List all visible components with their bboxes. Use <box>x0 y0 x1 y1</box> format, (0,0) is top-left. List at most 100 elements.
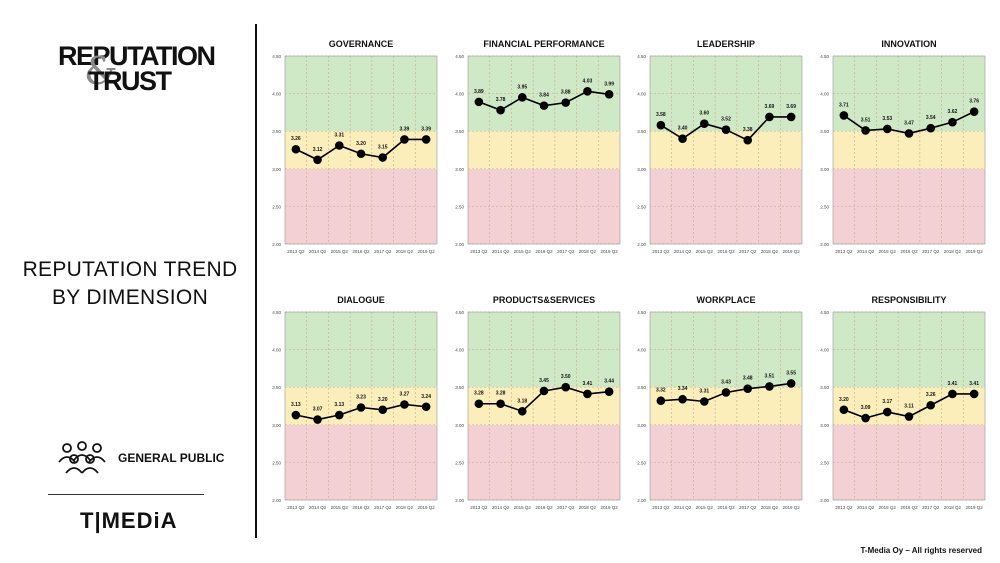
data-point <box>678 394 687 404</box>
y-tick-label: 4.00 <box>455 348 464 353</box>
x-tick-label: 2019 Q2 <box>418 505 436 510</box>
chart-title: INNOVATION <box>881 39 936 49</box>
x-tick-label: 2016 Q2 <box>717 249 735 254</box>
data-point <box>400 400 409 409</box>
y-tick-label: 2.50 <box>455 460 464 465</box>
data-point <box>334 410 344 420</box>
y-tick-label: 3.50 <box>820 385 829 390</box>
chart-title: RESPONSIBILITY <box>871 295 946 305</box>
data-label: 3.23 <box>356 395 366 401</box>
data-point <box>496 105 505 115</box>
plot-frame <box>284 311 438 501</box>
logo-line-trust: & TRUST <box>58 52 198 95</box>
y-tick-label: 2.00 <box>820 498 829 503</box>
data-label: 3.13 <box>291 402 301 408</box>
y-tick-label: 3.50 <box>637 129 646 134</box>
data-point <box>334 141 344 150</box>
x-tick-label: 2016 Q2 <box>352 505 370 510</box>
data-label: 3.39 <box>400 126 410 132</box>
x-tick-label: 2017 Q2 <box>374 249 392 254</box>
y-tick-label: 2.00 <box>820 242 829 247</box>
y-tick-label: 2.50 <box>272 460 281 465</box>
x-tick-label: 2019 Q2 <box>418 249 436 254</box>
data-point <box>721 388 731 397</box>
y-tick-label: 4.00 <box>820 348 829 353</box>
x-tick-label: 2017 Q2 <box>739 505 757 510</box>
data-point <box>604 90 614 99</box>
chart-title: DIALOGUE <box>337 295 385 305</box>
y-tick-label: 2.50 <box>272 204 281 209</box>
y-tick-label: 3.00 <box>272 167 281 172</box>
y-tick-label: 4.50 <box>455 54 464 59</box>
x-tick-label: 2015 Q2 <box>879 505 897 510</box>
data-label: 3.39 <box>421 126 431 132</box>
plot-frame <box>649 311 803 501</box>
data-label: 3.38 <box>743 127 753 133</box>
y-tick-label: 2.00 <box>637 498 646 503</box>
data-label: 3.41 <box>969 381 979 387</box>
people-group-icon <box>58 441 106 474</box>
data-label: 3.62 <box>948 109 958 115</box>
y-tick-label: 2.50 <box>820 460 829 465</box>
copyright-notice: T-Media Oy – All rights reserved <box>860 546 982 555</box>
page-title-line1: REPUTATION TREND <box>22 258 238 281</box>
data-point <box>765 112 774 122</box>
y-tick-label: 4.00 <box>455 92 464 97</box>
chart-title: FINANCIAL PERFORMANCE <box>483 39 604 49</box>
data-label: 3.28 <box>474 391 484 397</box>
data-point <box>926 400 936 410</box>
x-tick-label: 2016 Q2 <box>352 249 370 254</box>
x-tick-label: 2014 Q2 <box>674 505 692 510</box>
audience-segment: GENERAL PUBLIC <box>56 438 226 478</box>
x-tick-label: 2015 Q2 <box>514 249 532 254</box>
y-tick-label: 3.00 <box>455 167 464 172</box>
data-label: 3.31 <box>334 132 344 138</box>
data-label: 3.11 <box>904 404 914 410</box>
data-point <box>496 399 505 409</box>
plot-frame <box>649 55 803 245</box>
data-point <box>313 415 322 424</box>
x-tick-label: 2016 Q2 <box>900 505 918 510</box>
data-point <box>656 120 666 130</box>
chart-title: PRODUCTS&SERVICES <box>493 295 595 305</box>
x-tick-label: 2018 Q2 <box>944 505 962 510</box>
data-point <box>743 135 753 145</box>
data-point <box>378 153 388 162</box>
x-tick-label: 2018 Q2 <box>396 249 414 254</box>
y-tick-label: 4.50 <box>637 310 646 315</box>
data-point <box>539 101 549 110</box>
x-tick-label: 2014 Q2 <box>674 249 692 254</box>
data-point <box>861 413 870 423</box>
data-point <box>839 405 849 415</box>
y-tick-label: 3.50 <box>272 129 281 134</box>
data-point <box>861 126 870 135</box>
x-tick-label: 2018 Q2 <box>396 505 414 510</box>
x-tick-label: 2018 Q2 <box>579 505 597 510</box>
data-label: 3.41 <box>583 381 593 387</box>
y-tick-label: 3.00 <box>820 167 829 172</box>
data-point <box>904 129 914 138</box>
reputation-trust-logo: REPUTATION & TRUST <box>58 43 216 95</box>
data-label: 3.48 <box>743 376 753 382</box>
y-tick-label: 3.00 <box>637 423 646 428</box>
y-tick-label: 3.00 <box>455 423 464 428</box>
data-label: 3.88 <box>561 90 571 96</box>
x-tick-label: 2018 Q2 <box>761 505 779 510</box>
data-label: 3.99 <box>604 81 614 87</box>
data-label: 3.45 <box>539 378 549 384</box>
data-label: 3.71 <box>839 102 849 108</box>
data-point <box>786 379 796 388</box>
data-label: 3.76 <box>969 99 979 105</box>
data-point <box>291 410 301 420</box>
x-tick-label: 2018 Q2 <box>944 249 962 254</box>
y-tick-label: 2.00 <box>455 498 464 503</box>
y-tick-label: 4.50 <box>820 310 829 315</box>
data-point <box>656 396 666 406</box>
y-tick-label: 4.50 <box>272 310 281 315</box>
x-tick-label: 2017 Q2 <box>739 249 757 254</box>
y-tick-label: 2.00 <box>637 242 646 247</box>
x-tick-label: 2016 Q2 <box>535 505 553 510</box>
data-point <box>474 97 484 107</box>
data-point <box>583 87 592 96</box>
data-label: 3.60 <box>699 111 709 117</box>
